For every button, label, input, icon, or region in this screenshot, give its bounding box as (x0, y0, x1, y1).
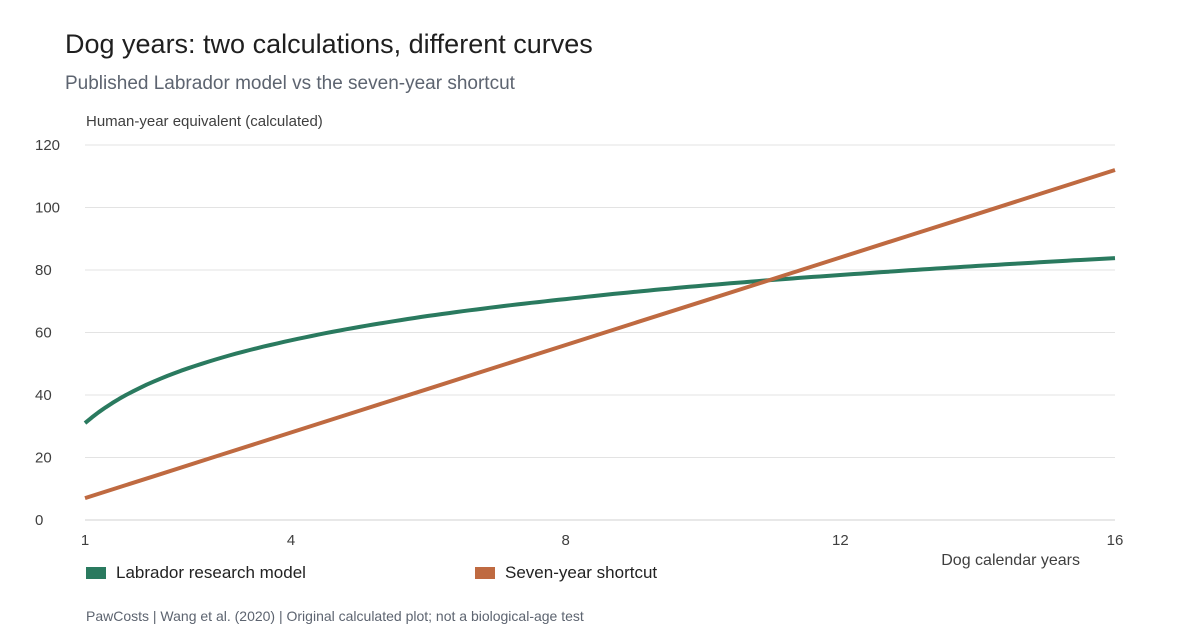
legend-item-seven-year: Seven-year shortcut (475, 563, 657, 583)
series-line-labrador (83, 256, 1116, 425)
x-tick-label: 4 (287, 532, 295, 549)
legend-swatch-labrador (86, 567, 106, 579)
series-line-seven-year (84, 168, 1116, 501)
y-tick-label: 80 (35, 262, 52, 279)
y-axis-label: Human-year equivalent (calculated) (86, 113, 323, 130)
x-tick-label: 12 (832, 532, 849, 549)
y-tick-label: 120 (35, 137, 60, 154)
x-tick-label: 16 (1107, 532, 1124, 549)
legend-item-labrador: Labrador research model (86, 563, 306, 583)
y-tick-label: 0 (35, 512, 43, 529)
chart-subtitle: Published Labrador model vs the seven-ye… (65, 73, 515, 94)
source-note: PawCosts | Wang et al. (2020) | Original… (86, 608, 584, 624)
chart-title: Dog years: two calculations, different c… (65, 29, 593, 59)
legend-label-labrador: Labrador research model (116, 563, 306, 582)
y-tick-label: 100 (35, 200, 60, 217)
y-tick-label: 20 (35, 450, 52, 467)
x-tick-label: 1 (81, 532, 89, 549)
legend-swatch-seven-year (475, 567, 495, 579)
x-tick-label: 8 (561, 532, 569, 549)
x-axis-label: Dog calendar years (941, 552, 1080, 569)
y-tick-label: 40 (35, 387, 52, 404)
legend-label-seven-year: Seven-year shortcut (505, 563, 658, 582)
y-tick-label: 60 (35, 325, 52, 342)
